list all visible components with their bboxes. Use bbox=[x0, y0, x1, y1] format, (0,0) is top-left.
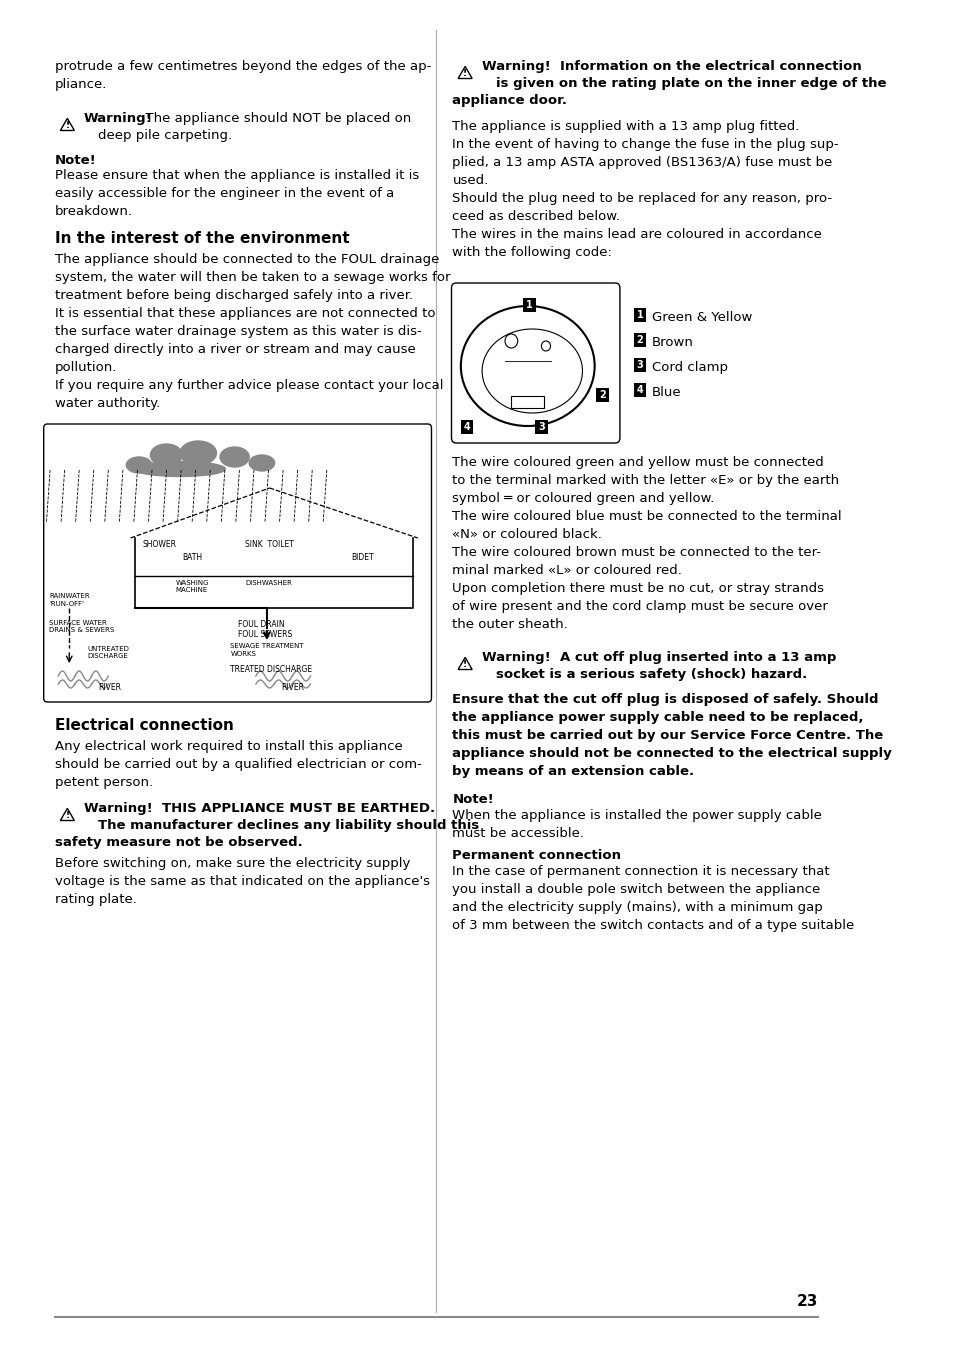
Bar bbox=[511, 396, 543, 408]
Ellipse shape bbox=[134, 461, 225, 476]
Text: !: ! bbox=[65, 811, 70, 821]
Text: FOUL DRAIN: FOUL DRAIN bbox=[237, 621, 284, 629]
FancyBboxPatch shape bbox=[596, 388, 608, 402]
FancyBboxPatch shape bbox=[633, 333, 645, 347]
Text: protrude a few centimetres beyond the edges of the ap-
pliance.: protrude a few centimetres beyond the ed… bbox=[54, 59, 431, 91]
Ellipse shape bbox=[220, 448, 249, 466]
Text: Green & Yellow: Green & Yellow bbox=[651, 311, 751, 324]
Text: The appliance should be connected to the FOUL drainage
system, the water will th: The appliance should be connected to the… bbox=[54, 253, 450, 410]
Ellipse shape bbox=[180, 441, 216, 465]
FancyBboxPatch shape bbox=[460, 420, 473, 434]
Text: 2: 2 bbox=[598, 389, 605, 400]
Text: 2: 2 bbox=[636, 335, 642, 345]
Bar bbox=[183, 546, 212, 576]
Text: 4: 4 bbox=[463, 422, 470, 433]
Text: Warning!  Information on the electrical connection: Warning! Information on the electrical c… bbox=[481, 59, 861, 73]
Text: The manufacturer declines any liability should this: The manufacturer declines any liability … bbox=[98, 819, 479, 831]
Text: RIVER: RIVER bbox=[281, 683, 304, 692]
Bar bbox=[255, 546, 285, 576]
Text: Brown: Brown bbox=[651, 337, 693, 349]
Text: Please ensure that when the appliance is installed it is
easily accessible for t: Please ensure that when the appliance is… bbox=[54, 169, 418, 218]
Text: The appliance is supplied with a 13 amp plug fitted.
In the event of having to c: The appliance is supplied with a 13 amp … bbox=[452, 120, 839, 260]
Text: 3: 3 bbox=[537, 422, 544, 433]
Bar bbox=[289, 581, 307, 604]
Text: FOUL SEWERS: FOUL SEWERS bbox=[237, 630, 292, 639]
Text: When the appliance is installed the power supply cable
must be accessible.: When the appliance is installed the powe… bbox=[452, 808, 821, 840]
Text: DISHWASHER: DISHWASHER bbox=[245, 580, 292, 585]
Text: Note!: Note! bbox=[452, 794, 494, 806]
Text: socket is a serious safety (shock) hazard.: socket is a serious safety (shock) hazar… bbox=[496, 668, 806, 681]
Text: Note!: Note! bbox=[54, 154, 96, 168]
Text: RAINWATER
'RUN-OFF': RAINWATER 'RUN-OFF' bbox=[50, 594, 90, 607]
FancyBboxPatch shape bbox=[633, 383, 645, 397]
Ellipse shape bbox=[126, 457, 152, 473]
Text: 1: 1 bbox=[526, 300, 533, 310]
FancyBboxPatch shape bbox=[522, 297, 536, 312]
Text: SHOWER: SHOWER bbox=[142, 539, 176, 549]
FancyBboxPatch shape bbox=[44, 425, 431, 702]
Text: WASHING
MACHINE: WASHING MACHINE bbox=[175, 580, 209, 594]
Text: The wire coloured green and yellow must be connected
to the terminal marked with: The wire coloured green and yellow must … bbox=[452, 456, 841, 631]
Bar bbox=[303, 657, 337, 672]
Text: BIDET: BIDET bbox=[351, 553, 374, 562]
Text: Permanent connection: Permanent connection bbox=[452, 849, 620, 863]
Text: Cord clamp: Cord clamp bbox=[651, 361, 727, 375]
Text: !: ! bbox=[462, 69, 467, 78]
Text: SURFACE WATER
DRAINS & SEWERS: SURFACE WATER DRAINS & SEWERS bbox=[50, 621, 114, 634]
FancyBboxPatch shape bbox=[633, 308, 645, 322]
Text: is given on the rating plate on the inner edge of the: is given on the rating plate on the inne… bbox=[496, 77, 885, 91]
Text: In the interest of the environment: In the interest of the environment bbox=[54, 231, 349, 246]
Text: 4: 4 bbox=[636, 385, 642, 395]
Text: Warning!  A cut off plug inserted into a 13 amp: Warning! A cut off plug inserted into a … bbox=[481, 652, 835, 664]
Text: TREATED DISCHARGE: TREATED DISCHARGE bbox=[230, 665, 312, 675]
Text: Any electrical work required to install this appliance
should be carried out by : Any electrical work required to install … bbox=[54, 740, 421, 790]
Text: The appliance should NOT be placed on: The appliance should NOT be placed on bbox=[136, 112, 411, 124]
Text: appliance door.: appliance door. bbox=[452, 95, 567, 107]
Text: UNTREATED
DISCHARGE: UNTREATED DISCHARGE bbox=[88, 646, 130, 660]
Text: Warning!: Warning! bbox=[84, 112, 152, 124]
Text: !: ! bbox=[462, 660, 467, 669]
Text: Electrical connection: Electrical connection bbox=[54, 718, 233, 733]
Text: Warning!  THIS APPLIANCE MUST BE EARTHED.: Warning! THIS APPLIANCE MUST BE EARTHED. bbox=[84, 802, 435, 815]
Text: Ensure that the cut off plug is disposed of safely. Should
the appliance power s: Ensure that the cut off plug is disposed… bbox=[452, 694, 891, 777]
Text: !: ! bbox=[65, 122, 70, 130]
Text: deep pile carpeting.: deep pile carpeting. bbox=[98, 128, 233, 142]
FancyBboxPatch shape bbox=[451, 283, 619, 443]
Bar bbox=[142, 581, 162, 610]
Text: In the case of permanent connection it is necessary that
you install a double po: In the case of permanent connection it i… bbox=[452, 865, 854, 932]
FancyBboxPatch shape bbox=[535, 420, 547, 434]
Text: SEWAGE TREATMENT
WORKS: SEWAGE TREATMENT WORKS bbox=[230, 644, 304, 657]
Text: Blue: Blue bbox=[651, 387, 680, 399]
Text: BATH: BATH bbox=[183, 553, 203, 562]
Ellipse shape bbox=[151, 443, 182, 466]
Text: 3: 3 bbox=[636, 360, 642, 370]
Text: 23: 23 bbox=[796, 1294, 818, 1310]
Text: 1: 1 bbox=[636, 310, 642, 320]
Circle shape bbox=[312, 652, 330, 671]
Ellipse shape bbox=[249, 456, 274, 470]
Bar bbox=[303, 635, 337, 650]
Text: Before switching on, make sure the electricity supply
voltage is the same as tha: Before switching on, make sure the elect… bbox=[54, 857, 429, 906]
Text: RIVER: RIVER bbox=[98, 683, 121, 692]
FancyBboxPatch shape bbox=[633, 358, 645, 372]
Text: safety measure not be observed.: safety measure not be observed. bbox=[54, 836, 302, 849]
Text: SINK  TOILET: SINK TOILET bbox=[245, 539, 294, 549]
